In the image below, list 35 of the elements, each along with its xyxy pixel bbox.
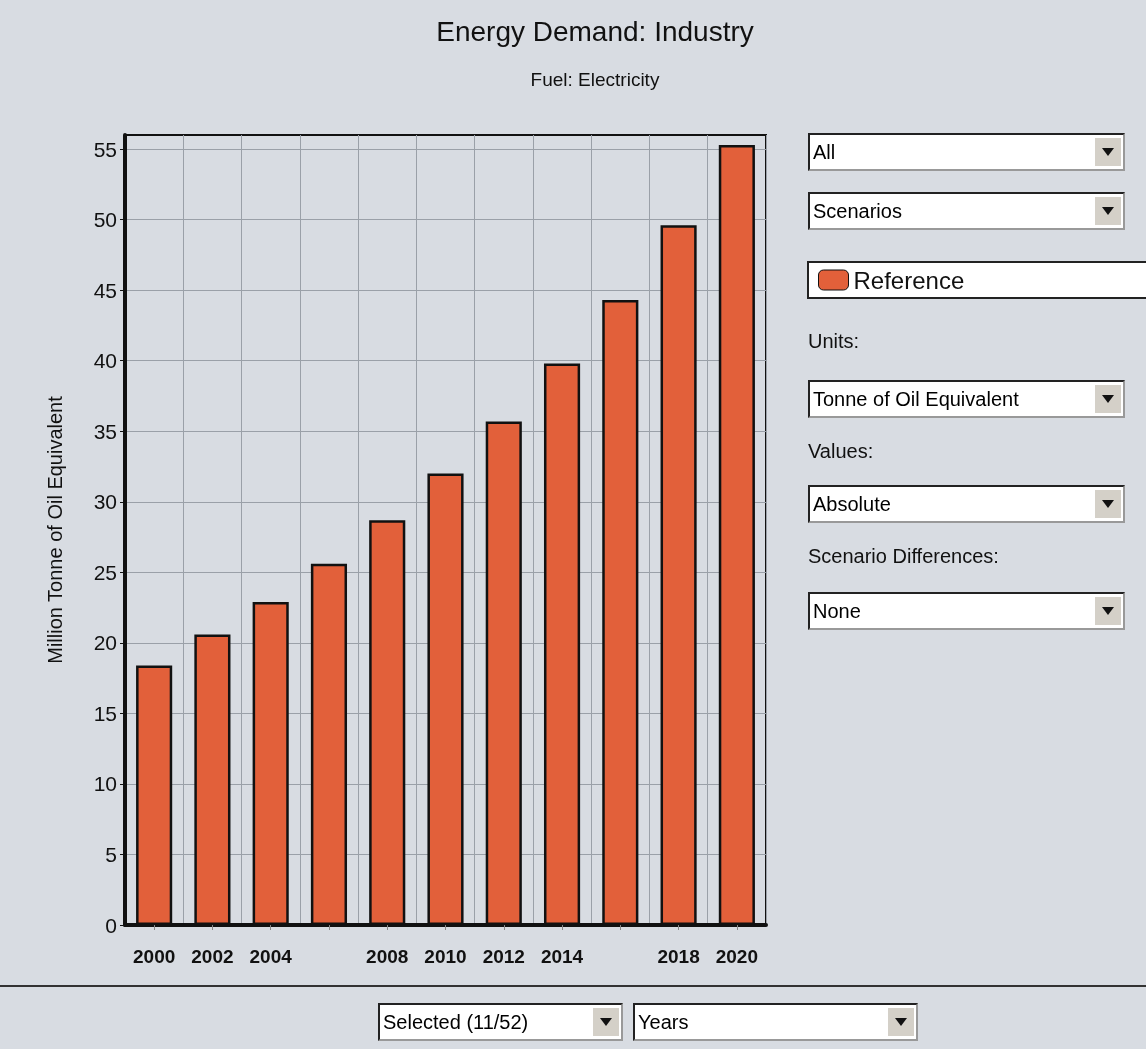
dropdown-field: Absolute (808, 485, 1125, 523)
legend-label: Reference (853, 266, 965, 294)
dropdown-field: None (808, 592, 1125, 630)
y-tick-label: 45 (93, 278, 117, 302)
x-tick-label: 2000 (133, 946, 176, 967)
y-tick-label: 50 (93, 208, 117, 232)
y-tick-label: 5 (105, 842, 117, 866)
x-tick-label: 2014 (540, 946, 584, 967)
chart-subtitle: Fuel: Electricity (530, 69, 660, 90)
x-tick-label: 2008 (366, 946, 409, 967)
dropdown-field: Tonne of Oil Equivalent (808, 380, 1125, 418)
x-tick-label: 2002 (191, 946, 234, 967)
y-axis-title: Million Tonne of Oil Equivalent (44, 395, 66, 664)
x-tick-label: 2018 (657, 946, 700, 967)
x-tick-label: 2012 (482, 946, 525, 967)
chart-title: Energy Demand: Industry (436, 15, 754, 47)
y-tick-label: 35 (93, 419, 117, 443)
dropdown-field: All (808, 133, 1125, 171)
y-tick-label: 55 (93, 137, 117, 161)
y-tick-label: 15 (93, 701, 117, 725)
x-tick-label: 2020 (715, 946, 758, 967)
y-tick-label: 40 (93, 349, 117, 373)
x-tick-label: 2010 (424, 946, 467, 967)
text: Units: (808, 330, 860, 353)
y-tick-label: 30 (93, 490, 117, 514)
y-tick-label: 25 (93, 560, 117, 584)
text: Scenario Differences: (808, 545, 999, 568)
dropdown-field: Years (633, 1003, 918, 1041)
text: Values: (808, 440, 874, 463)
dropdown-field: Selected (11/52) (378, 1003, 623, 1041)
y-tick-label: 0 (105, 913, 117, 937)
y-tick-label: 20 (93, 631, 117, 655)
y-tick-label: 10 (93, 772, 117, 796)
dropdown-field: Scenarios (808, 192, 1125, 230)
x-tick-label: 2004 (249, 946, 293, 967)
